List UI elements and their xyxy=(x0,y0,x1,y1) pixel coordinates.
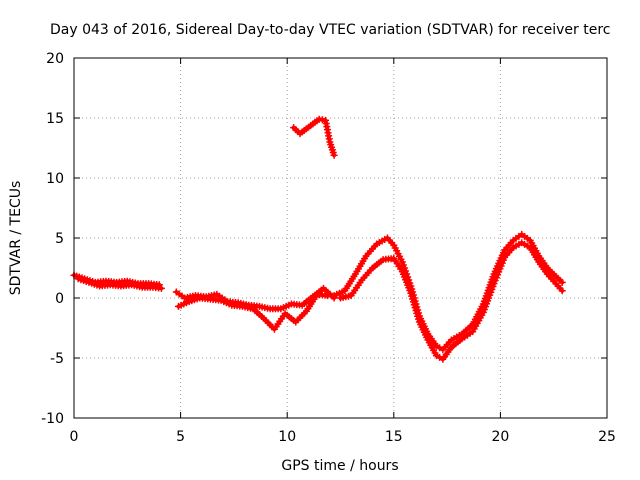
chart-title: Day 043 of 2016, Sidereal Day-to-day VTE… xyxy=(50,22,610,38)
data-point xyxy=(157,284,165,292)
x-axis-label: GPS time / hours xyxy=(281,458,398,474)
series-trace-b xyxy=(74,275,165,292)
series-trace-e xyxy=(290,115,338,159)
grid-layer xyxy=(74,58,607,418)
data-layer xyxy=(70,115,566,363)
data-point xyxy=(330,151,338,159)
y-tick-label: -5 xyxy=(50,351,64,367)
y-tick-label: 0 xyxy=(55,291,64,307)
y-tick-label: 20 xyxy=(46,51,64,67)
data-point xyxy=(558,287,566,295)
x-tick-label: 20 xyxy=(491,429,509,445)
y-tick-label: -10 xyxy=(41,411,64,427)
y-tick-label: 5 xyxy=(55,231,64,247)
x-tick-label: 15 xyxy=(385,429,403,445)
data-point xyxy=(324,292,332,300)
data-point xyxy=(558,278,566,286)
y-tick-label: 10 xyxy=(46,171,64,187)
tick-layer: 0 5 10 15 20 25 -10 -5 0 5 10 15 20 xyxy=(41,51,616,445)
x-tick-label: 5 xyxy=(176,429,185,445)
series-trace-d xyxy=(174,290,332,333)
x-tick-label: 25 xyxy=(598,429,616,445)
y-tick-label: 15 xyxy=(46,111,64,127)
x-tick-label: 0 xyxy=(70,429,79,445)
x-tick-label: 10 xyxy=(278,429,296,445)
y-axis-label: SDTVAR / TECUs xyxy=(8,181,24,296)
series-trace-g xyxy=(337,239,566,363)
